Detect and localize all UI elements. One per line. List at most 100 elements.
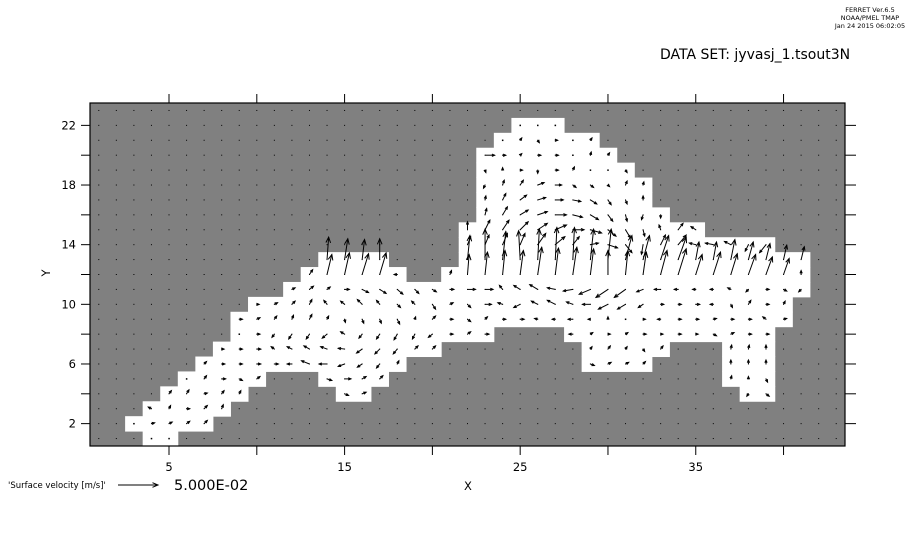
- grid-dot: [396, 124, 398, 126]
- vector-head: [573, 246, 579, 254]
- grid-dot: [344, 423, 346, 425]
- vector-dot: [607, 169, 609, 171]
- velocity-vector: [550, 317, 556, 321]
- vector-head: [504, 205, 509, 210]
- grid-dot: [396, 109, 398, 111]
- vector-head: [323, 299, 327, 304]
- grid-dot: [642, 378, 644, 380]
- vector-head: [381, 251, 388, 259]
- velocity-vector: [147, 406, 152, 410]
- velocity-vector: [641, 194, 645, 200]
- x-axis-label: X: [464, 479, 472, 493]
- vector-shaft: [730, 253, 738, 275]
- vector-shaft: [625, 244, 633, 253]
- vector-head: [432, 344, 437, 349]
- vector-head: [257, 347, 263, 351]
- velocity-vector: [635, 288, 644, 293]
- grid-dot: [818, 229, 820, 231]
- vector-head: [375, 364, 380, 369]
- grid-dot: [396, 423, 398, 425]
- grid-dot: [379, 408, 381, 410]
- grid-dot: [150, 214, 152, 216]
- grid-dot: [396, 184, 398, 186]
- vector-shaft: [572, 236, 580, 245]
- grid-dot: [554, 333, 556, 335]
- grid-dot: [256, 214, 258, 216]
- velocity-vector: [764, 358, 768, 364]
- vector-head: [555, 246, 561, 255]
- velocity-vector: [765, 332, 771, 336]
- vector-head: [378, 320, 382, 325]
- velocity-vector: [396, 359, 400, 365]
- vector-head: [749, 240, 755, 248]
- grid-dot: [133, 229, 135, 231]
- grid-dot: [467, 139, 468, 141]
- vector-head: [257, 362, 263, 366]
- grid-dot: [98, 274, 100, 275]
- velocity-vector: [168, 389, 173, 395]
- grid-dot: [168, 214, 170, 216]
- grid-dot: [467, 393, 468, 395]
- grid-dot: [800, 124, 802, 126]
- vector-head: [624, 218, 629, 223]
- grid-dot: [818, 214, 820, 216]
- grid-dot: [835, 363, 837, 365]
- velocity-vector: [168, 421, 174, 425]
- grid-dot: [695, 124, 697, 126]
- grid-dot: [607, 438, 609, 440]
- vector-head: [713, 317, 718, 321]
- grid-dot: [168, 363, 170, 365]
- vector-head: [536, 170, 540, 175]
- velocity-vector: [501, 179, 505, 186]
- grid-dot: [589, 124, 591, 126]
- grid-dot: [186, 154, 188, 156]
- velocity-vector: [572, 214, 584, 219]
- velocity-vector: [239, 377, 244, 382]
- grid-dot: [133, 244, 135, 246]
- vector-head: [581, 302, 586, 306]
- vector-head: [640, 216, 644, 221]
- velocity-vector: [485, 302, 493, 306]
- velocity-vector: [589, 345, 593, 350]
- vector-head: [541, 181, 546, 186]
- reference-vector-arrow: [118, 482, 160, 488]
- vector-head: [731, 317, 736, 321]
- velocity-vector: [483, 194, 487, 201]
- grid-dot: [449, 438, 451, 440]
- velocity-vector: [758, 244, 767, 254]
- grid-dot: [431, 169, 433, 171]
- grid-dot: [660, 423, 662, 425]
- grid-dot: [414, 124, 416, 126]
- grid-dot: [818, 408, 820, 410]
- grid-dot: [730, 124, 732, 126]
- grid-dot: [625, 378, 627, 380]
- vector-head: [662, 233, 667, 239]
- grid-dot: [150, 274, 152, 275]
- vector-head: [344, 237, 350, 245]
- vector-head: [490, 287, 495, 292]
- velocity-vector: [660, 302, 666, 306]
- vector-head: [546, 286, 551, 290]
- velocity-vector: [677, 234, 688, 245]
- grid-dot: [835, 124, 837, 126]
- vector-shaft: [625, 235, 633, 260]
- velocity-vector: [239, 317, 244, 321]
- vector-shaft: [519, 221, 529, 231]
- vector-shaft: [537, 222, 548, 231]
- grid-dot: [256, 154, 258, 156]
- velocity-vector: [449, 302, 455, 306]
- grid-dot: [115, 274, 117, 275]
- grid-dot: [379, 423, 381, 425]
- vector-head: [608, 201, 612, 206]
- grid-dot: [133, 109, 135, 111]
- grid-dot: [414, 259, 416, 261]
- velocity-vector: [317, 362, 328, 366]
- velocity-vector: [695, 332, 700, 336]
- grid-dot: [308, 423, 310, 425]
- velocity-vector: [256, 362, 263, 366]
- velocity-vector: [344, 287, 351, 292]
- grid-dot: [800, 199, 802, 201]
- grid-dot: [800, 378, 802, 380]
- velocity-vector: [375, 299, 381, 305]
- vector-shaft: [783, 258, 790, 275]
